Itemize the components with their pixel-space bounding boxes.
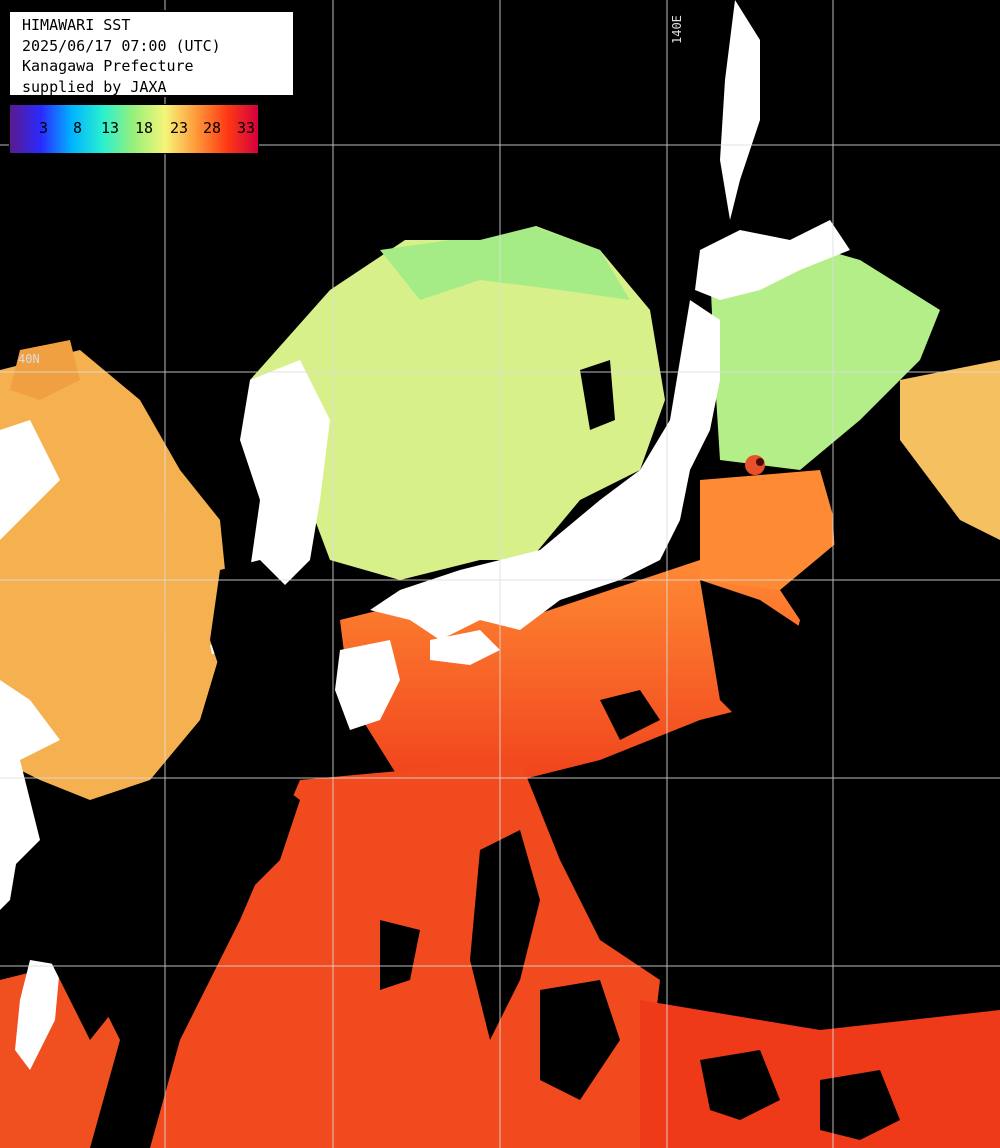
sakhalin — [720, 0, 760, 220]
shikoku — [430, 630, 500, 665]
warm-eddy-core — [756, 458, 764, 466]
latitude-label: 40N — [18, 352, 40, 366]
colorbar-tick: 18 — [135, 119, 154, 137]
east-pacific-warm — [700, 470, 840, 590]
japan-sea — [250, 220, 665, 580]
pacific-north — [710, 240, 940, 470]
colorbar-tick: 33 — [237, 119, 256, 137]
region-name: Kanagawa Prefecture — [22, 57, 194, 75]
data-credit: supplied by JAXA — [22, 77, 167, 96]
colorbar-ticks: 3 8 13 18 23 28 33 — [10, 119, 260, 139]
info-box: HIMAWARI SST 2025/06/17 07:00 (UTC) Kana… — [8, 10, 295, 97]
colorbar-tick: 28 — [203, 119, 222, 137]
china-mainland — [0, 420, 60, 540]
hokkaido — [695, 220, 850, 300]
kyushu — [335, 640, 400, 730]
colorbar-tick: 23 — [170, 119, 189, 137]
south-china-land — [0, 830, 20, 910]
colorbar-tick: 8 — [73, 119, 83, 137]
temperature-colorbar: 3 8 13 18 23 28 33 — [9, 104, 259, 154]
taiwan — [15, 960, 60, 1070]
honshu — [370, 300, 720, 640]
colorbar-tick: 3 — [39, 119, 49, 137]
observation-datetime: 2025/06/17 07:00 (UTC) — [22, 36, 221, 55]
longitude-label: 140E — [670, 15, 684, 44]
china-coast — [0, 680, 60, 880]
japan-sea-north — [380, 225, 630, 300]
map-title: HIMAWARI SST — [22, 16, 131, 34]
colorbar-tick: 13 — [101, 119, 120, 137]
bohai-sea — [10, 340, 80, 400]
yellow-sea — [0, 350, 230, 800]
cloud-patches — [40, 125, 1000, 1140]
korean-peninsula — [240, 360, 330, 590]
